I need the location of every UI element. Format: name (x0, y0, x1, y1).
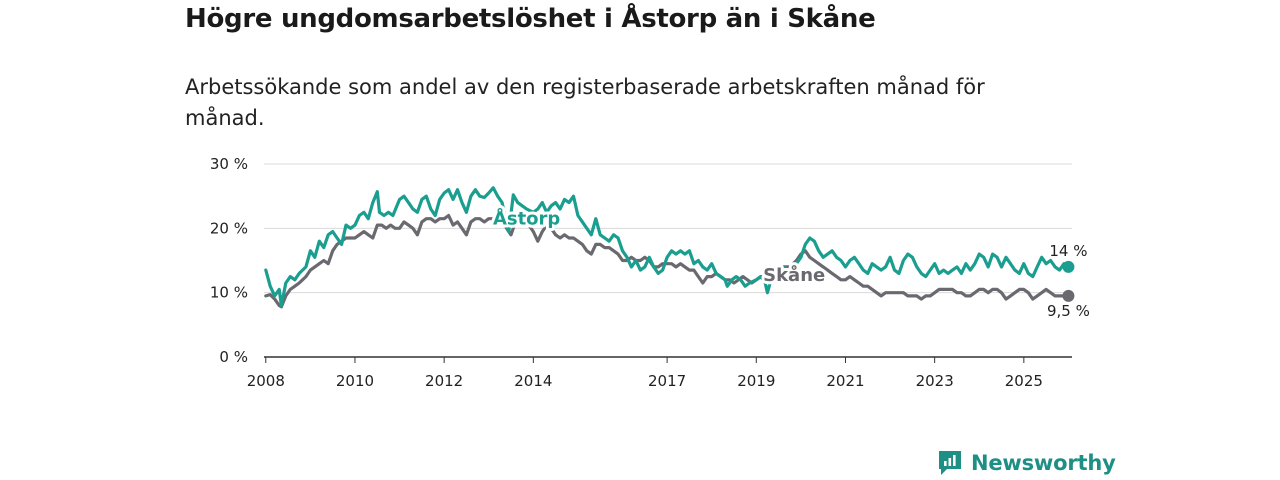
x-tick-label: 2019 (737, 372, 775, 390)
x-tick-label: 2025 (1005, 372, 1043, 390)
x-tick-label: 2021 (826, 372, 864, 390)
newsworthy-logo-icon (939, 451, 961, 475)
x-tick-label: 2010 (336, 372, 374, 390)
series-line-astorp (264, 186, 1070, 308)
x-tick-label: 2012 (425, 372, 463, 390)
x-tick-label: 2014 (514, 372, 552, 390)
series-label-astorp: Åstorp (493, 206, 560, 229)
x-tick-label: 2017 (648, 372, 686, 390)
brand-logo[interactable]: Newsworthy (937, 449, 1116, 477)
brand-name: Newsworthy (971, 451, 1116, 475)
series-line-skane (264, 213, 1070, 309)
y-tick-label: 30 % (210, 155, 248, 173)
chart-subtitle: Arbetssökande som andel av den registerb… (185, 75, 985, 130)
end-label-skane: 9,5 % (1047, 302, 1090, 320)
series-label-skane: Skåne (763, 264, 825, 286)
label-layer: Åstorp Skåne 14 % 9,5 % (490, 203, 1092, 321)
x-tick-label: 2008 (247, 372, 285, 390)
series-layer (264, 186, 1075, 309)
end-point-astorp (1062, 260, 1075, 273)
end-label-astorp: 14 % (1049, 242, 1087, 260)
axis-layer: 0 % 10 % 20 % 30 % 2008 2010 2012 2014 2017 2019 2… (210, 155, 1072, 390)
x-tick-label: 2023 (916, 372, 954, 390)
y-tick-label: 0 % (219, 348, 248, 366)
y-tick-label: 10 % (210, 284, 248, 302)
chart-title: Högre ungdomsarbetslöshet i Åstorp än i … (185, 4, 876, 34)
y-tick-label: 20 % (210, 219, 248, 237)
end-point-skane (1062, 289, 1075, 302)
